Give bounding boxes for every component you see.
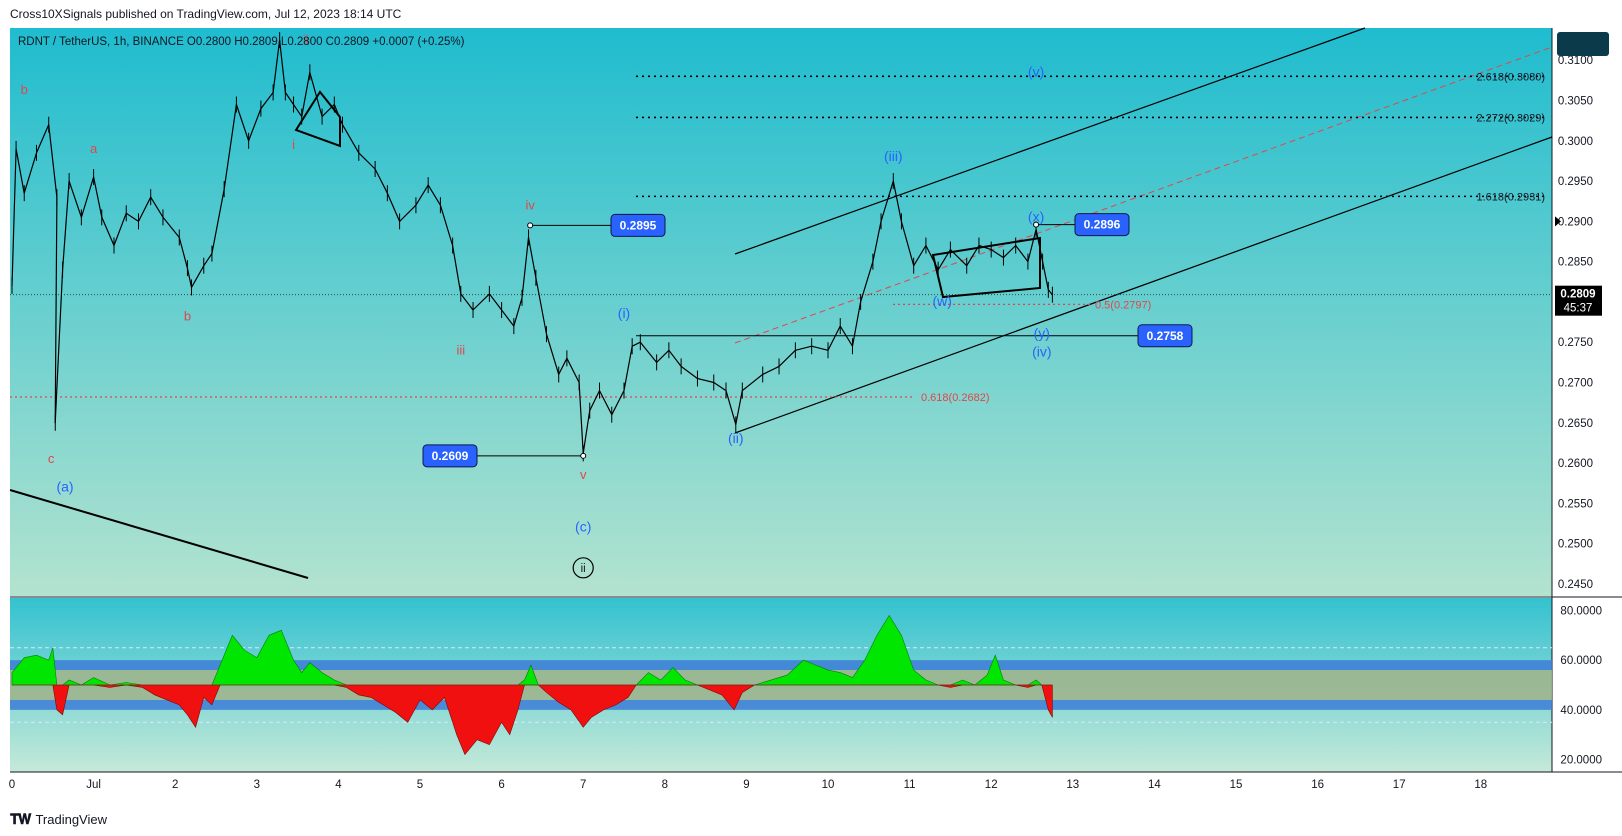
price-box-label-0.2895: 0.2895 <box>620 218 657 232</box>
wave-label-blue-(a): (a) <box>56 478 73 494</box>
wave-label-red-v: v <box>580 467 587 482</box>
channel-mid-line[interactable] <box>734 46 1553 344</box>
wave-label-red-b: b <box>184 308 191 323</box>
y-tick-label: 0.2450 <box>1558 579 1593 591</box>
trendline-descending[interactable] <box>9 489 309 579</box>
indicator-y-tick-label: 80.0000 <box>1560 605 1602 617</box>
indicator-band-1 <box>10 699 1552 710</box>
x-tick-label: 17 <box>1393 779 1406 791</box>
y-tick-label: 0.2950 <box>1558 176 1593 188</box>
current-price-label: 0.2809 <box>1560 289 1595 301</box>
symbol-legend: RDNT / TetherUS, 1h, BINANCE O0.2800 H0.… <box>18 36 465 48</box>
x-tick-label: 11 <box>904 779 916 791</box>
x-tick-label: 2 <box>172 779 178 791</box>
price-box-anchor-0.2895 <box>527 222 534 229</box>
y-tick-label: 0.2700 <box>1558 377 1593 389</box>
x-tick-label: 0 <box>9 779 15 791</box>
price-box-label-0.2609: 0.2609 <box>432 449 469 463</box>
publish-info: Cross10XSignals published on TradingView… <box>10 7 402 21</box>
wave-label-blue-(w): (w) <box>933 293 952 309</box>
wave-circle-ii-ring <box>572 557 594 579</box>
x-tick-label: 5 <box>417 779 423 791</box>
price-box-label-0.2758: 0.2758 <box>1147 329 1184 343</box>
x-tick-label: 13 <box>1066 779 1079 791</box>
y-tick-label: 0.3000 <box>1558 136 1593 148</box>
price-box-0.2758[interactable] <box>1137 324 1193 348</box>
indicator-band-0 <box>10 660 1552 671</box>
indicator-bear-area <box>12 684 1053 756</box>
wave-label-red-iv: iv <box>525 197 535 212</box>
x-tick-label: 9 <box>743 779 749 791</box>
y-tick-label: 0.3100 <box>1558 55 1593 67</box>
x-tick-label: 7 <box>580 779 586 791</box>
price-series-line[interactable] <box>11 39 1053 454</box>
pattern-flag[interactable] <box>931 236 1041 299</box>
wave-label-red-c: c <box>48 451 55 466</box>
wave-label-red-i: i <box>292 137 295 152</box>
x-tick-label: 10 <box>822 779 835 791</box>
wave-label-red-iii: iii <box>456 342 465 357</box>
indicator-y-tick-label: 40.0000 <box>1560 705 1602 717</box>
x-tick-label: Jul <box>86 779 101 791</box>
fib-level-label-2.618: 2.618(0.3080) <box>1477 71 1546 83</box>
price-marker-arrow <box>1555 216 1561 227</box>
x-tick-label: 14 <box>1148 779 1161 791</box>
channel-upper-line[interactable] <box>734 27 1366 255</box>
y-tick-label: 0.2850 <box>1558 257 1593 269</box>
tradingview-logo[interactable]: 𝐓𝐖 TradingView <box>10 811 107 828</box>
y-tick-label: 0.2900 <box>1558 216 1593 228</box>
x-tick-label: 6 <box>498 779 504 791</box>
x-tick-label: 15 <box>1230 779 1243 791</box>
current-price-tag[interactable] <box>1555 285 1602 316</box>
channel-lower-line[interactable] <box>734 136 1553 434</box>
x-tick-label: 12 <box>985 779 998 791</box>
x-tick-label: 18 <box>1474 779 1487 791</box>
fib-level-label-0.618: 0.618(0.2682) <box>921 392 990 404</box>
fib-level-label-1.618: 1.618(0.2931) <box>1477 191 1546 203</box>
fib-level-label-2.272: 2.272(0.3029) <box>1477 112 1546 124</box>
wave-label-blue-(y): (y) <box>1034 325 1050 341</box>
y-tick-label: 0.2600 <box>1558 458 1593 470</box>
y-tick-label: 0.2550 <box>1558 498 1593 510</box>
fib-level-label-0.5: 0.5(0.2797) <box>1095 299 1151 311</box>
indicator-y-tick-label: 60.0000 <box>1560 655 1602 667</box>
price-box-0.2895[interactable] <box>610 213 666 237</box>
price-box-0.2609[interactable] <box>422 444 478 468</box>
main-pane[interactable] <box>10 28 1552 596</box>
x-tick-label: 3 <box>254 779 260 791</box>
wave-label-red-b: b <box>21 82 28 97</box>
wave-circle-ii: ii <box>581 563 586 575</box>
tradingview-icon: 𝐓𝐖 <box>10 811 31 827</box>
y-tick-label: 0.2650 <box>1558 418 1593 430</box>
price-box-anchor-0.2896 <box>1033 221 1040 228</box>
wave-label-blue-(ii): (ii) <box>728 430 744 446</box>
y-tick-label: 0.3050 <box>1558 96 1593 108</box>
wave-label-blue-(c): (c) <box>575 519 591 535</box>
wave-label-red-a: a <box>90 141 98 156</box>
top-right-button[interactable] <box>1557 32 1609 56</box>
price-box-0.2896[interactable] <box>1074 213 1130 237</box>
x-tick-label: 8 <box>662 779 668 791</box>
wave-label-blue-(iii): (iii) <box>884 148 903 164</box>
price-box-anchor-0.2609 <box>580 452 587 459</box>
tradingview-brand: TradingView <box>35 812 107 827</box>
wave-label-red-ii: ii <box>303 32 309 47</box>
wave-label-blue-(iv): (iv) <box>1032 344 1051 360</box>
x-tick-label: 16 <box>1311 779 1324 791</box>
wave-label-blue-(x): (x) <box>1028 208 1044 224</box>
countdown-label: 45:37 <box>1564 303 1593 315</box>
x-tick-label: 4 <box>335 779 342 791</box>
y-tick-label: 0.2500 <box>1558 539 1593 551</box>
y-tick-label: 0.2750 <box>1558 337 1593 349</box>
price-box-label-0.2896: 0.2896 <box>1084 218 1121 232</box>
wave-label-blue-(v): (v) <box>1028 63 1044 79</box>
wave-label-blue-(i): (i) <box>618 305 630 321</box>
indicator-y-tick-label: 20.0000 <box>1560 755 1602 767</box>
